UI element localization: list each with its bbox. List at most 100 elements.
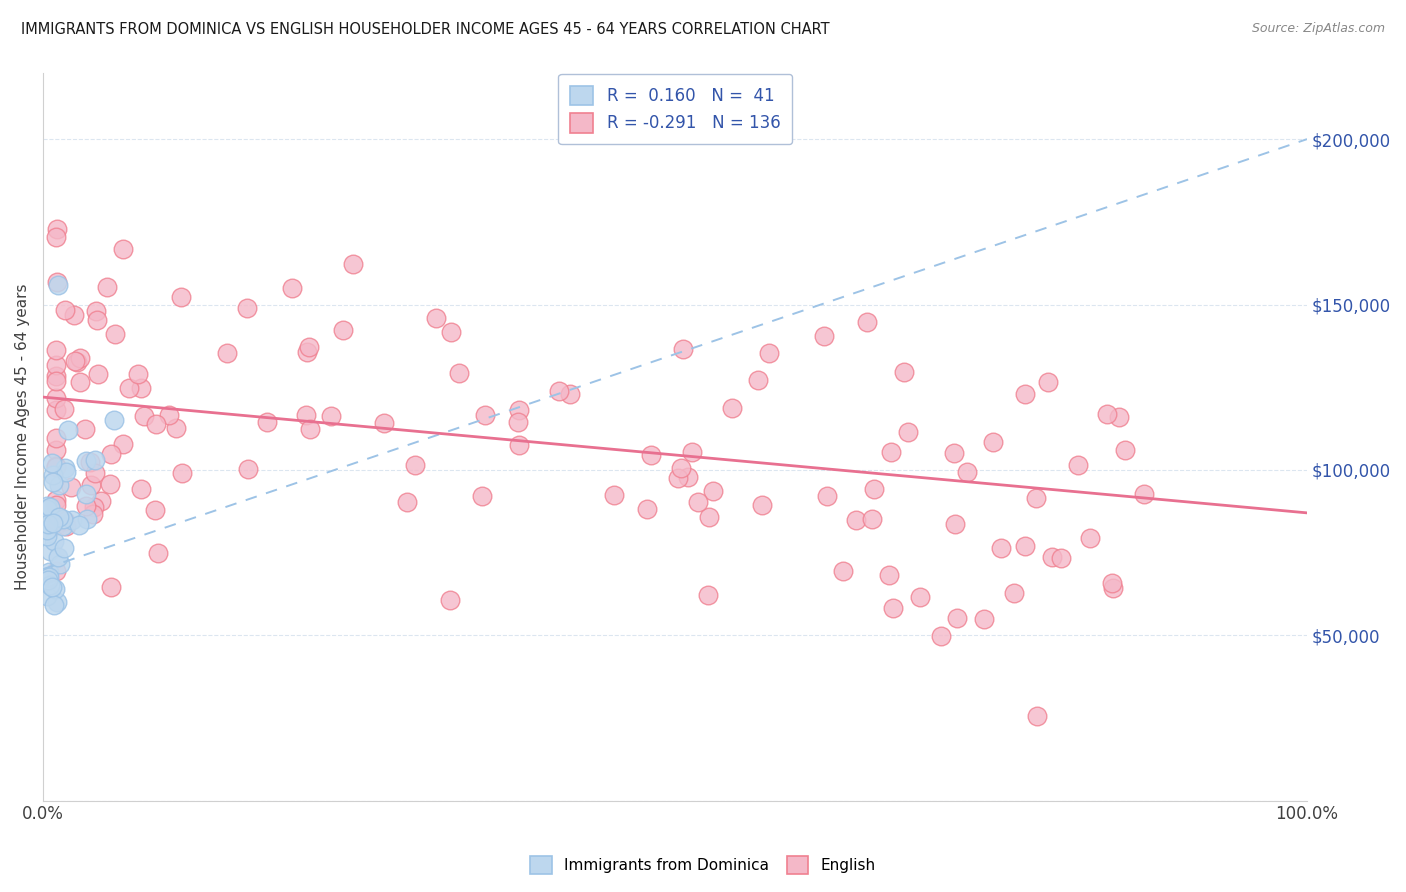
Point — [84, 467, 107, 481]
Point — [319, 409, 342, 424]
Point — [83, 500, 105, 515]
Point — [946, 611, 969, 625]
Point — [42, 467, 65, 482]
Point — [45, 595, 67, 609]
Point — [103, 413, 125, 427]
Point — [75, 454, 97, 468]
Point — [132, 409, 155, 423]
Point — [103, 326, 125, 341]
Point — [1101, 576, 1123, 591]
Point — [76, 512, 98, 526]
Y-axis label: Householder Income Ages 45 - 64 years: Householder Income Ages 45 - 64 years — [15, 284, 30, 590]
Legend: R =  0.160   N =  41, R = -0.291   N = 136: R = 0.160 N = 41, R = -0.291 N = 136 — [558, 74, 792, 145]
Point — [45, 391, 67, 405]
Point — [100, 447, 122, 461]
Point — [46, 275, 69, 289]
Point — [893, 365, 915, 379]
Point — [112, 242, 135, 256]
Point — [1108, 409, 1130, 424]
Point — [39, 500, 62, 514]
Point — [440, 325, 463, 339]
Point — [558, 387, 581, 401]
Point — [82, 507, 104, 521]
Point — [672, 342, 695, 356]
Point — [676, 469, 699, 483]
Point — [547, 384, 569, 398]
Point — [666, 471, 689, 485]
Point — [439, 592, 461, 607]
Point — [373, 416, 395, 430]
Point — [897, 425, 920, 439]
Point — [41, 475, 63, 490]
Point — [127, 367, 149, 381]
Point — [79, 455, 101, 469]
Point — [84, 304, 107, 318]
Text: Source: ZipAtlas.com: Source: ZipAtlas.com — [1251, 22, 1385, 36]
Point — [53, 541, 76, 556]
Point — [506, 415, 529, 429]
Point — [298, 340, 321, 354]
Point — [143, 502, 166, 516]
Point — [45, 374, 67, 388]
Point — [165, 421, 187, 435]
Point — [751, 498, 773, 512]
Point — [45, 517, 67, 532]
Point — [63, 354, 86, 368]
Point — [1067, 458, 1090, 473]
Point — [425, 311, 447, 326]
Point — [45, 498, 67, 512]
Point — [118, 381, 141, 395]
Point — [157, 408, 180, 422]
Point — [236, 301, 259, 315]
Point — [53, 402, 76, 417]
Point — [720, 401, 742, 415]
Point — [45, 230, 67, 244]
Point — [37, 573, 59, 587]
Point — [60, 480, 83, 494]
Point — [688, 495, 710, 509]
Point — [636, 502, 658, 516]
Point — [332, 323, 354, 337]
Point — [48, 478, 70, 492]
Point — [697, 509, 720, 524]
Point — [1097, 407, 1119, 421]
Point — [87, 367, 110, 381]
Point — [298, 422, 321, 436]
Point — [681, 444, 703, 458]
Point — [45, 565, 67, 579]
Point — [52, 518, 75, 533]
Point — [1038, 375, 1060, 389]
Point — [53, 303, 76, 318]
Point — [63, 308, 86, 322]
Point — [931, 629, 953, 643]
Point — [41, 456, 63, 470]
Point — [217, 346, 239, 360]
Point — [981, 435, 1004, 450]
Point — [404, 458, 426, 472]
Point — [45, 358, 67, 372]
Point — [38, 578, 60, 592]
Point — [815, 489, 838, 503]
Point — [236, 462, 259, 476]
Point — [882, 600, 904, 615]
Point — [55, 519, 77, 533]
Point — [831, 564, 853, 578]
Point — [98, 476, 121, 491]
Point — [1025, 491, 1047, 505]
Point — [42, 516, 65, 530]
Legend: Immigrants from Dominica, English: Immigrants from Dominica, English — [524, 850, 882, 880]
Point — [45, 442, 67, 457]
Point — [90, 494, 112, 508]
Point — [35, 529, 58, 543]
Point — [956, 465, 979, 479]
Point — [37, 570, 59, 584]
Point — [474, 408, 496, 422]
Point — [281, 280, 304, 294]
Point — [640, 448, 662, 462]
Point — [990, 541, 1012, 555]
Point — [38, 544, 60, 558]
Point — [1002, 586, 1025, 600]
Point — [45, 459, 67, 474]
Point — [856, 315, 879, 329]
Point — [35, 523, 58, 537]
